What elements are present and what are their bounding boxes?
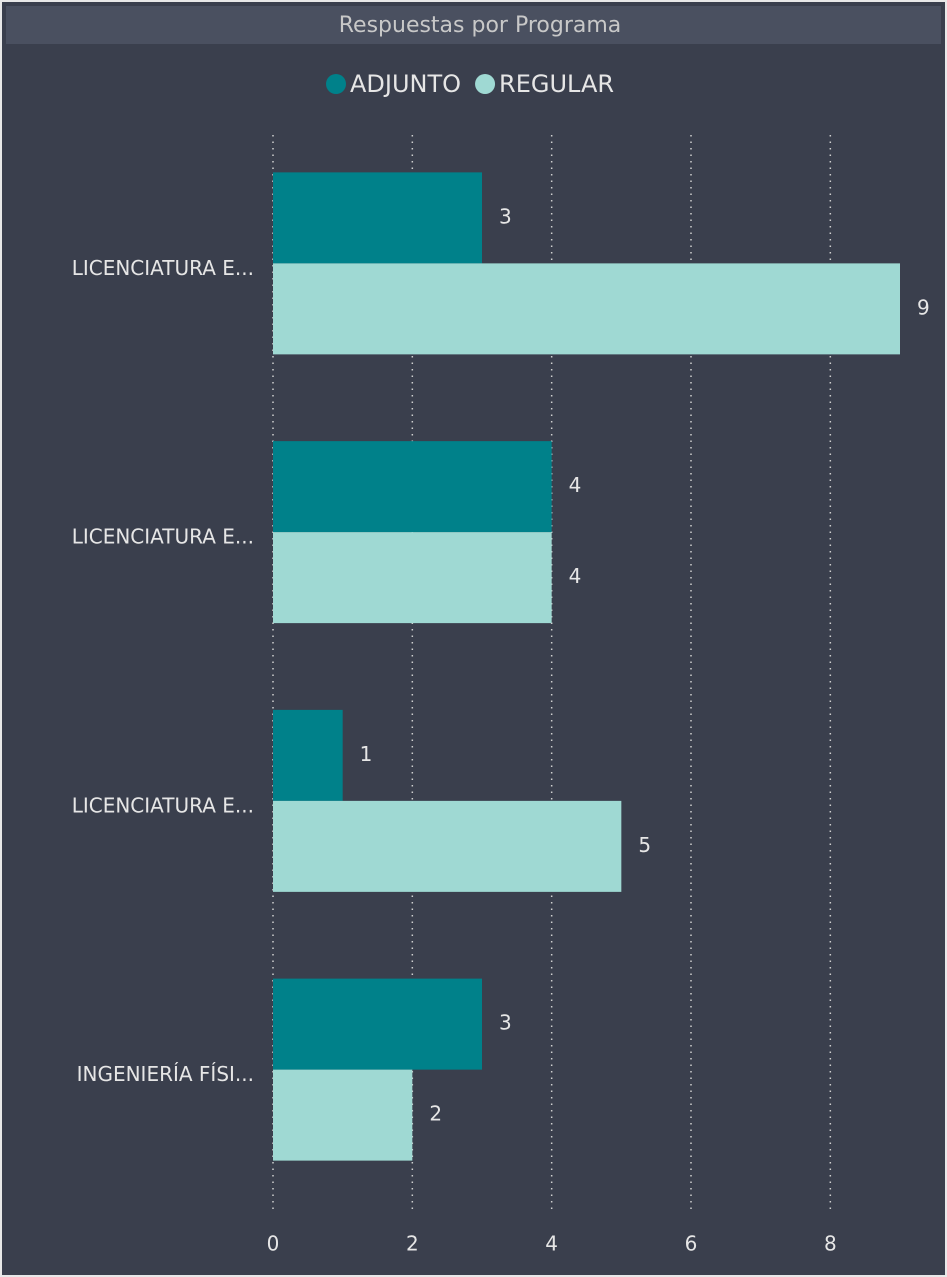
legend-label: REGULAR <box>499 70 614 98</box>
data-label: 4 <box>569 473 582 497</box>
y-tick-label: LICENCIATURA E... <box>72 793 254 817</box>
data-label: 3 <box>499 1011 512 1035</box>
legend-label: ADJUNTO <box>350 70 461 98</box>
bar <box>273 532 552 624</box>
data-label: 1 <box>360 742 373 766</box>
data-label: 4 <box>569 564 582 588</box>
data-label: 3 <box>499 204 512 228</box>
bar <box>273 172 482 264</box>
title-bar <box>6 6 941 44</box>
data-label: 2 <box>429 1102 442 1126</box>
y-tick-label: INGENIERÍA FÍSI... <box>77 1062 254 1086</box>
bar <box>273 441 552 533</box>
x-tick-label: 8 <box>824 1232 837 1256</box>
legend-swatch <box>326 74 346 94</box>
legend-swatch <box>475 74 496 94</box>
y-tick-label: LICENCIATURA E... <box>72 256 254 280</box>
data-label: 5 <box>638 833 651 857</box>
data-label: 9 <box>917 295 930 319</box>
bar <box>273 263 900 355</box>
bar <box>273 800 622 892</box>
y-tick-label: LICENCIATURA E... <box>72 525 254 549</box>
x-tick-label: 2 <box>406 1232 419 1256</box>
bar <box>273 709 343 801</box>
x-tick-label: 6 <box>685 1232 698 1256</box>
bar <box>273 1069 413 1161</box>
x-tick-label: 4 <box>545 1232 558 1256</box>
bar <box>273 978 482 1070</box>
x-tick-label: 0 <box>267 1232 280 1256</box>
chart-title: Respuestas por Programa <box>339 13 622 38</box>
